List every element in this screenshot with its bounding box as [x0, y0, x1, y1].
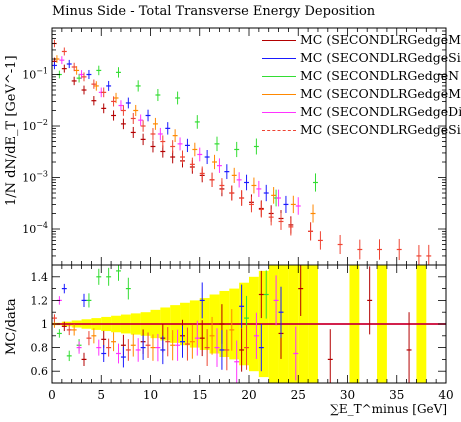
legend: MC (SECONDLRGedgeM MC (SECONDLRGedgeSi MC … — [262, 32, 461, 140]
x-tick-label: 15 — [192, 388, 207, 402]
x-tick-label: 40 — [438, 388, 453, 402]
legend-item: MC (SECONDLRGedgeM — [262, 32, 461, 50]
x-tick-label: 5 — [97, 388, 105, 402]
chart-title: Minus Side - Total Transverse Energy Dep… — [52, 4, 376, 19]
legend-item: MC (SECONDLRGedgeN — [262, 68, 461, 86]
legend-label: MC (SECONDLRGedgeSi — [300, 50, 461, 65]
legend-swatch — [262, 130, 296, 131]
x-tick-label: 20 — [241, 388, 256, 402]
x-tick-label: 35 — [389, 388, 404, 402]
legend-swatch — [262, 40, 296, 41]
legend-label: MC (SECONDLRGedgeSi — [300, 122, 461, 137]
x-tick-label: 10 — [143, 388, 158, 402]
legend-swatch — [262, 112, 296, 113]
y-tick-label: 10−4 — [22, 221, 48, 236]
ratio-tick-label: 1.4 — [31, 271, 49, 284]
x-axis-label: ∑E_T^minus [GeV] — [330, 402, 447, 416]
legend-item: MC (SECONDLRGedgeM — [262, 86, 461, 104]
legend-swatch — [262, 76, 296, 77]
x-tick-label: 0 — [48, 388, 56, 402]
y-tick-label: 10−1 — [22, 67, 48, 82]
legend-label: MC (SECONDLRGedgeDi — [300, 104, 461, 119]
y-tick-label: 10−2 — [22, 118, 48, 133]
legend-item: MC (SECONDLRGedgeDi — [262, 104, 461, 122]
ratio-tick-label: 0.6 — [31, 365, 49, 378]
y-tick-label: 10−3 — [22, 170, 48, 185]
legend-swatch — [262, 94, 296, 95]
ratio-tick-label: 1 — [41, 318, 48, 331]
legend-swatch — [262, 58, 296, 59]
legend-label: MC (SECONDLRGedgeM — [300, 86, 461, 101]
y-axis-label-top: 1/N dN/dE_T [GeV^-1] — [4, 55, 19, 206]
y-axis-label-bottom: MC/data — [4, 298, 19, 355]
legend-item: MC (SECONDLRGedgeSi — [262, 122, 461, 140]
x-tick-label: 25 — [291, 388, 306, 402]
legend-label: MC (SECONDLRGedgeM — [300, 32, 461, 47]
ratio-tick-label: 0.8 — [31, 342, 49, 355]
x-tick-label: 30 — [340, 388, 355, 402]
legend-label: MC (SECONDLRGedgeN — [300, 68, 460, 83]
legend-item: MC (SECONDLRGedgeSi — [262, 50, 461, 68]
ratio-tick-label: 1.2 — [31, 294, 49, 307]
